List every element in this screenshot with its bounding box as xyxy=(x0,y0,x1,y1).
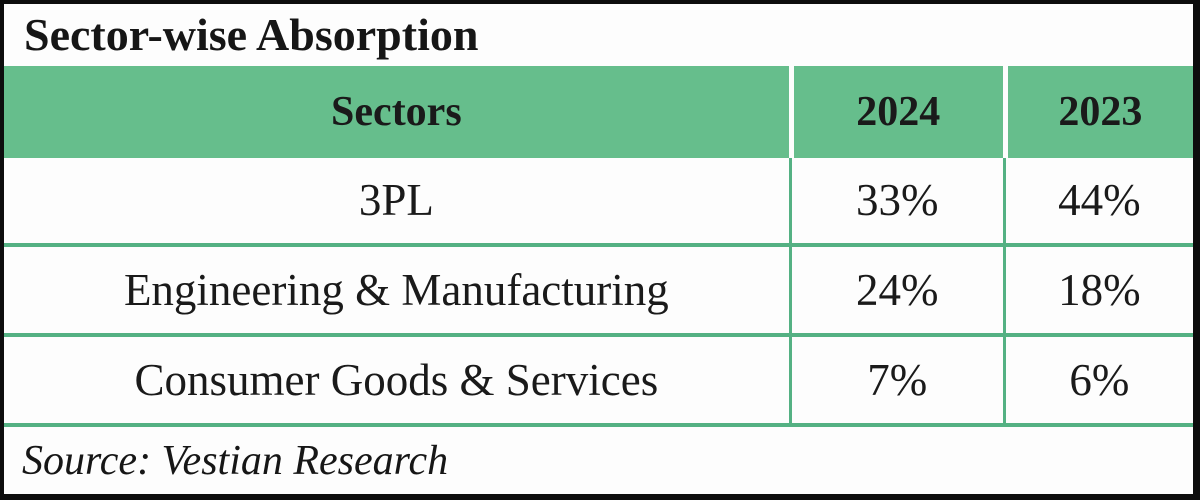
title-bar: Sector-wise Absorption xyxy=(4,4,1193,66)
row-3pl-value-2024: 33% xyxy=(788,158,1003,243)
column-header-sectors: Sectors xyxy=(4,66,789,158)
column-header-2024: 2024 xyxy=(788,66,1003,158)
row-engineering-manufacturing-value-2023: 18% xyxy=(1002,243,1193,333)
row-engineering-manufacturing-value-2024: 24% xyxy=(788,243,1003,333)
column-header-2023: 2023 xyxy=(1002,66,1193,158)
row-consumer-goods-services-value-2023: 6% xyxy=(1002,333,1193,423)
row-consumer-goods-services-sector-name: Consumer Goods & Services xyxy=(4,333,789,423)
source-bar: Source: Vestian Research xyxy=(4,427,1193,494)
row-consumer-goods-services-value-2024: 7% xyxy=(788,333,1003,423)
source-text: Source: Vestian Research xyxy=(22,437,449,484)
absorption-table: Sectors 2024 2023 3PL 33% 44% Engineerin… xyxy=(4,66,1193,423)
table-bottom-border xyxy=(4,423,1193,427)
page-title: Sector-wise Absorption xyxy=(24,9,479,60)
row-3pl-value-2023: 44% xyxy=(1002,158,1193,243)
row-3pl-sector-name: 3PL xyxy=(4,158,789,243)
row-engineering-manufacturing-sector-name: Engineering & Manufacturing xyxy=(4,243,789,333)
